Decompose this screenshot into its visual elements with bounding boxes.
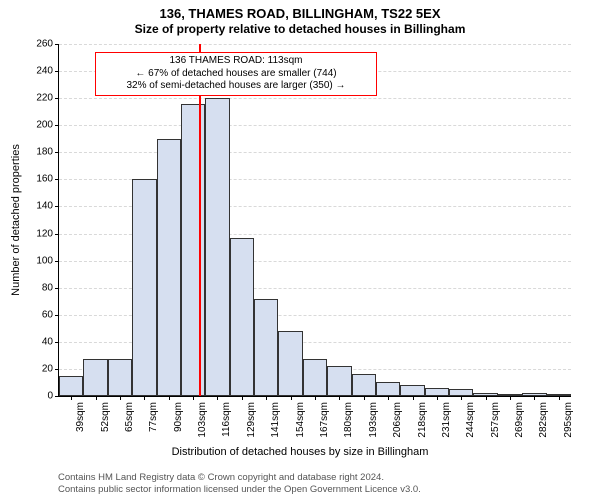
x-tick-mark [71, 396, 72, 400]
y-tick-label: 80 [42, 282, 59, 293]
callout-line-2: ← 67% of detached houses are smaller (74… [102, 68, 370, 81]
histogram-bar [352, 374, 376, 396]
y-tick-label: 160 [36, 174, 59, 185]
x-tick-label: 141sqm [270, 402, 281, 438]
histogram-bar [132, 179, 156, 396]
x-tick-label: 231sqm [441, 402, 452, 438]
x-tick-mark [461, 396, 462, 400]
x-tick-mark [413, 396, 414, 400]
callout-box: 136 THAMES ROAD: 113sqm ← 67% of detache… [95, 52, 377, 96]
footer-line-2: Contains public sector information licen… [58, 484, 600, 496]
histogram-bar [303, 359, 327, 396]
x-tick-mark [339, 396, 340, 400]
histogram-bar [205, 98, 229, 396]
x-tick-mark [242, 396, 243, 400]
x-tick-mark [120, 396, 121, 400]
reference-line [199, 44, 201, 396]
y-tick-label: 40 [42, 336, 59, 347]
x-tick-label: 218sqm [417, 402, 428, 438]
x-tick-label: 90sqm [173, 402, 184, 432]
x-tick-mark [510, 396, 511, 400]
x-tick-label: 282sqm [538, 402, 549, 438]
x-tick-label: 167sqm [319, 402, 330, 438]
chart-container: 136, THAMES ROAD, BILLINGHAM, TS22 5EX S… [0, 0, 600, 500]
x-tick-mark [291, 396, 292, 400]
title-subtitle: Size of property relative to detached ho… [0, 22, 600, 41]
y-tick-label: 200 [36, 120, 59, 131]
y-tick-label: 240 [36, 66, 59, 77]
histogram-bar [449, 389, 473, 396]
x-tick-label: 244sqm [465, 402, 476, 438]
x-tick-mark [364, 396, 365, 400]
x-tick-mark [534, 396, 535, 400]
histogram-bar [83, 359, 107, 396]
x-tick-label: 39sqm [75, 402, 86, 432]
x-tick-mark [486, 396, 487, 400]
y-tick-label: 20 [42, 363, 59, 374]
histogram-bar [376, 382, 400, 396]
gridline [59, 125, 571, 126]
y-tick-label: 260 [36, 39, 59, 50]
x-tick-label: 193sqm [368, 402, 379, 438]
title-address: 136, THAMES ROAD, BILLINGHAM, TS22 5EX [0, 0, 600, 22]
x-tick-label: 295sqm [563, 402, 574, 438]
x-tick-label: 77sqm [148, 402, 159, 432]
histogram-bar [327, 366, 351, 396]
y-axis-label: Number of detached properties [10, 144, 22, 296]
x-axis-label: Distribution of detached houses by size … [0, 446, 600, 458]
y-tick-label: 140 [36, 201, 59, 212]
x-tick-label: 180sqm [343, 402, 354, 438]
x-tick-label: 103sqm [197, 402, 208, 438]
histogram-bar [254, 299, 278, 396]
gridline [59, 152, 571, 153]
x-tick-mark [144, 396, 145, 400]
histogram-bar [181, 104, 205, 396]
footer: Contains HM Land Registry data © Crown c… [0, 472, 600, 496]
y-tick-label: 180 [36, 147, 59, 158]
x-tick-mark [217, 396, 218, 400]
x-tick-label: 206sqm [392, 402, 403, 438]
histogram-bar [59, 376, 83, 396]
x-tick-mark [315, 396, 316, 400]
x-tick-mark [169, 396, 170, 400]
footer-line-1: Contains HM Land Registry data © Crown c… [58, 472, 600, 484]
y-tick-label: 0 [47, 391, 59, 402]
y-tick-label: 220 [36, 93, 59, 104]
histogram-bar [108, 359, 132, 396]
histogram-bar [278, 331, 302, 396]
histogram-bar [157, 139, 181, 396]
plot-area: 136 THAMES ROAD: 113sqm ← 67% of detache… [58, 44, 571, 397]
y-tick-label: 60 [42, 309, 59, 320]
x-tick-label: 269sqm [514, 402, 525, 438]
histogram-bar [425, 388, 449, 396]
gridline [59, 98, 571, 99]
x-tick-mark [559, 396, 560, 400]
x-tick-mark [437, 396, 438, 400]
x-tick-mark [193, 396, 194, 400]
x-tick-mark [266, 396, 267, 400]
histogram-bar [230, 238, 254, 396]
x-tick-label: 154sqm [295, 402, 306, 438]
gridline [59, 44, 571, 45]
y-tick-label: 100 [36, 255, 59, 266]
callout-line-3: 32% of semi-detached houses are larger (… [102, 80, 370, 93]
histogram-bar [400, 385, 424, 396]
y-tick-label: 120 [36, 228, 59, 239]
chart-background [59, 44, 571, 396]
x-tick-label: 52sqm [100, 402, 111, 432]
x-tick-label: 257sqm [490, 402, 501, 438]
x-tick-label: 116sqm [221, 402, 232, 437]
x-tick-label: 129sqm [246, 402, 257, 438]
x-tick-label: 65sqm [124, 402, 135, 432]
callout-line-1: 136 THAMES ROAD: 113sqm [102, 55, 370, 68]
x-tick-mark [388, 396, 389, 400]
x-tick-mark [96, 396, 97, 400]
